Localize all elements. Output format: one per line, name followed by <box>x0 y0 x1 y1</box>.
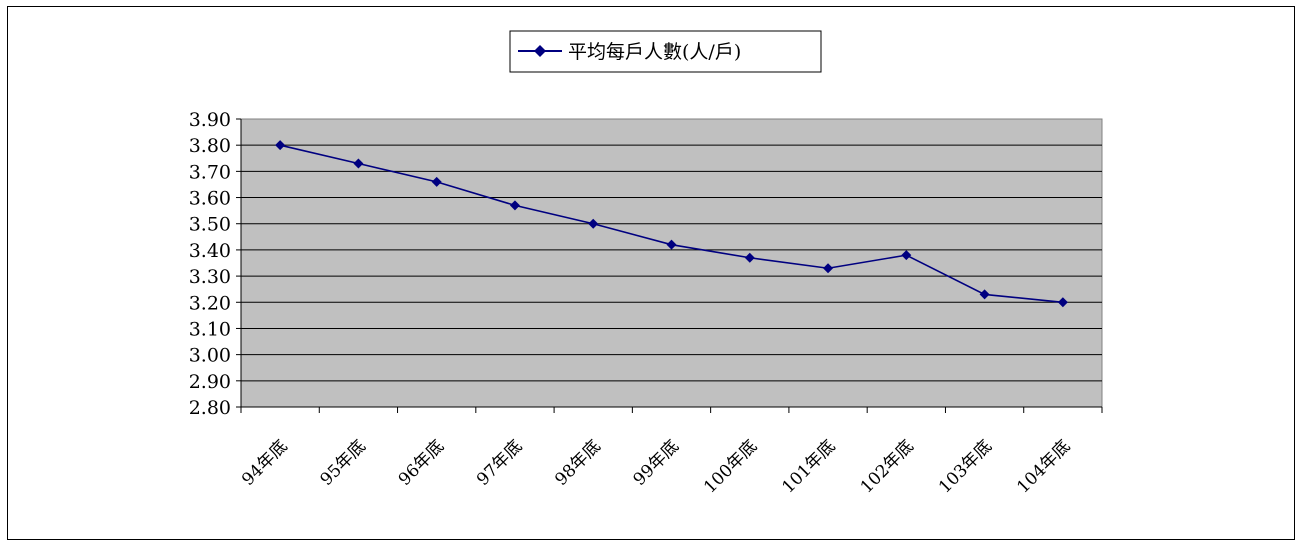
plot-background <box>240 118 1103 408</box>
y-tick-label: 3.90 <box>189 109 231 131</box>
x-tick-label: 102年底 <box>857 436 918 497</box>
line-chart: 平均每戶人數(人/戶) 3.90 3.80 3.70 3.60 3.50 3.40 3.30… <box>189 30 1103 498</box>
chart-area: 平均每戶人數(人/戶) 3.90 3.80 3.70 3.60 3.50 3.40 3.30… <box>7 6 1295 540</box>
data-point-diamond <box>1057 297 1068 308</box>
data-point-diamond <box>275 140 286 151</box>
legend-label: 平均每戶人數(人/戶) <box>568 41 741 63</box>
data-point-diamond <box>901 250 912 261</box>
y-tick-label: 2.80 <box>189 397 231 419</box>
y-tick-label: 3.10 <box>189 318 231 340</box>
x-tick-label: 97年底 <box>473 436 526 489</box>
x-tick-label: 103年底 <box>935 436 996 497</box>
y-tick-label: 3.30 <box>189 266 231 288</box>
data-point-diamond <box>588 218 599 229</box>
x-tick-label: 104年底 <box>1013 436 1074 497</box>
data-point-diamond <box>744 252 755 263</box>
y-tick-label: 3.60 <box>189 188 231 210</box>
y-tick-label: 3.70 <box>189 161 231 183</box>
x-tick-label: 94年底 <box>238 436 291 489</box>
legend-diamond-marker <box>534 45 546 57</box>
data-point-diamond <box>979 289 990 300</box>
y-tick-label: 3.80 <box>189 135 231 157</box>
data-point-diamond <box>823 263 834 274</box>
x-tick-label: 100年底 <box>700 436 761 497</box>
plot-area: 3.90 3.80 3.70 3.60 3.50 3.40 3.30 3.20 3.10 3.00… <box>189 109 1103 498</box>
data-point-diamond <box>431 176 442 187</box>
x-tick-label: 98年底 <box>551 436 604 489</box>
y-tick-label: 3.00 <box>189 345 231 367</box>
x-tick-label: 101年底 <box>778 436 839 497</box>
y-tick-label: 3.20 <box>189 292 231 314</box>
y-tick-label: 3.50 <box>189 214 231 236</box>
data-point-diamond <box>353 158 364 169</box>
data-point-diamond <box>666 239 677 250</box>
y-tick-label: 2.90 <box>189 371 231 393</box>
y-tick-label: 3.40 <box>189 240 231 262</box>
x-tick-label: 99年底 <box>630 436 683 489</box>
data-point-diamond <box>509 200 520 211</box>
x-tick-label: 95年底 <box>316 436 369 489</box>
legend: 平均每戶人數(人/戶) <box>509 30 822 73</box>
x-tick-label: 96年底 <box>395 436 448 489</box>
